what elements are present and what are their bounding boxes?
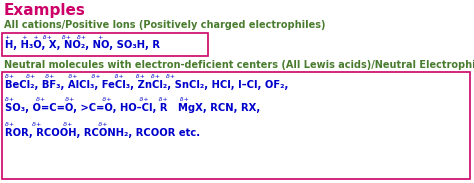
- Text: δ+         δ+           δ+             δ+: δ+ δ+ δ+ δ+: [5, 122, 108, 127]
- FancyBboxPatch shape: [2, 72, 471, 178]
- Text: All cations/Positive Ions (Positively charged electrophiles): All cations/Positive Ions (Positively ch…: [4, 20, 326, 30]
- Text: +      +   +  δ+     δ+   δ+      +: + + + δ+ δ+ δ+ +: [5, 35, 103, 40]
- Text: H, H₃O, X, NO₂, NO, SO₃H, R: H, H₃O, X, NO₂, NO, SO₃H, R: [5, 40, 160, 50]
- Text: Examples: Examples: [4, 3, 86, 18]
- Text: δ+      δ+     δ+       δ+       δ+       δ+      δ+   δ+   δ+: δ+ δ+ δ+ δ+ δ+ δ+ δ+ δ+ δ+: [5, 74, 175, 79]
- Text: SO₃, O=C=O, >C=O, HO–Cl, R   MgX, RCN, RX,: SO₃, O=C=O, >C=O, HO–Cl, R MgX, RCN, RX,: [5, 103, 260, 113]
- Text: δ+           δ+          δ+              δ+              δ+     δ+      δ+: δ+ δ+ δ+ δ+ δ+ δ+ δ+: [5, 97, 189, 102]
- FancyBboxPatch shape: [2, 33, 209, 55]
- Text: Neutral molecules with electron-deficient centers (All Lewis acids)/Neutral Elec: Neutral molecules with electron-deficien…: [4, 60, 474, 70]
- Text: BeCl₂, BF₃, AlCl₃, FeCl₃, ZnCl₂, SnCl₂, HCl, I–Cl, OF₂,: BeCl₂, BF₃, AlCl₃, FeCl₃, ZnCl₂, SnCl₂, …: [5, 80, 288, 90]
- Text: ROR, RCOOH, RCONH₂, RCOOR etc.: ROR, RCOOH, RCONH₂, RCOOR etc.: [5, 128, 200, 138]
